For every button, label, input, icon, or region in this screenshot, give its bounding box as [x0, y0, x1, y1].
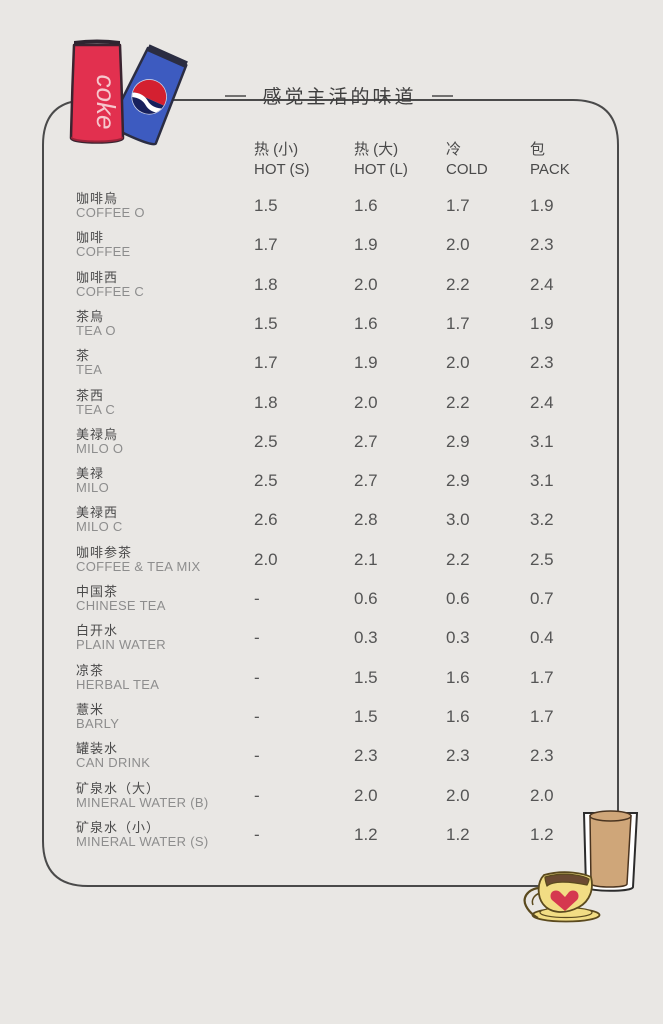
svg-text:coke: coke: [91, 75, 121, 130]
